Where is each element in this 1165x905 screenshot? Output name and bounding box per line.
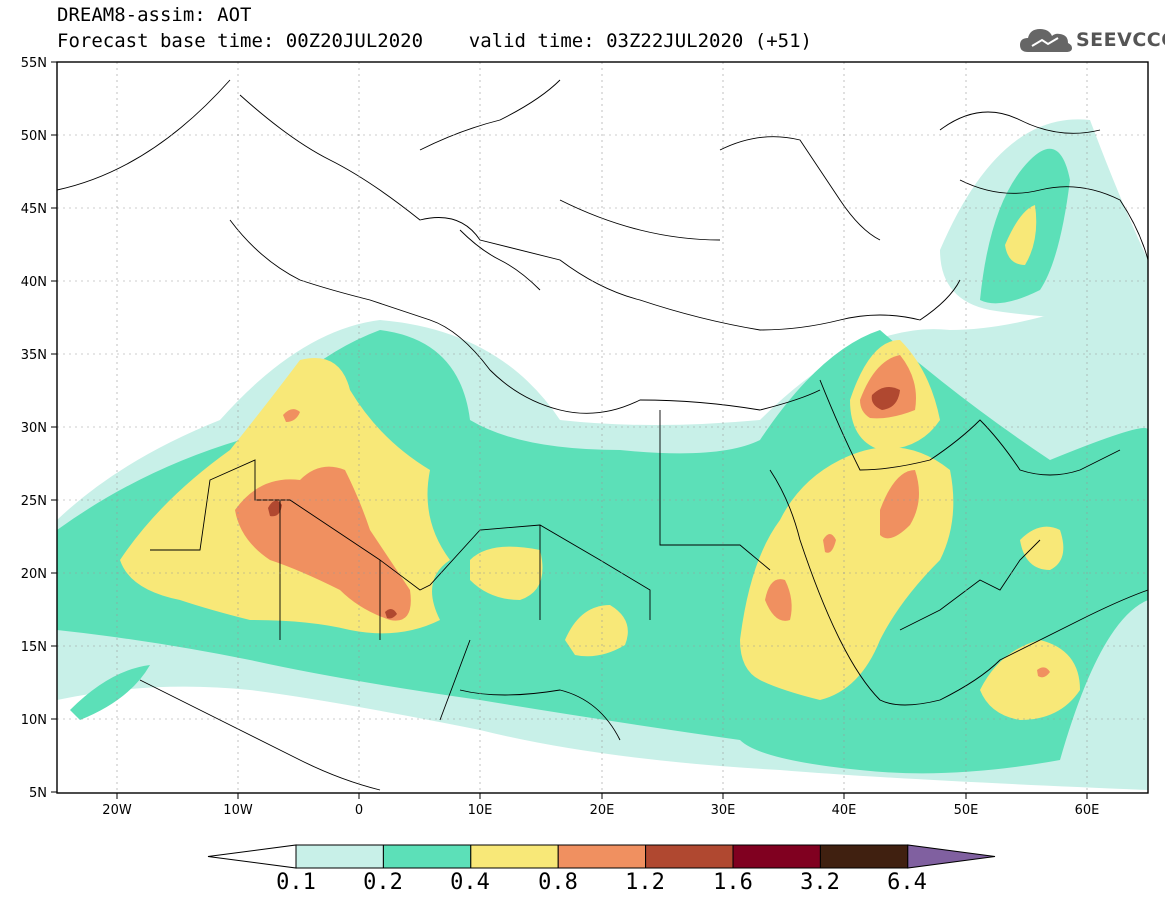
aot-contour-0.8-small-2 — [823, 534, 836, 553]
aot-contour-0.8-sudan — [765, 579, 792, 621]
colorbar-label-0.8: 0.8 — [538, 870, 578, 895]
country-borders — [57, 79, 1148, 791]
lon-label-0: 0 — [355, 803, 363, 818]
aot-contour-0.8-small-1 — [283, 409, 300, 422]
lon-ticks — [116, 793, 1088, 799]
colorbar-label-1.2: 1.2 — [625, 870, 665, 895]
lat-label-35n: 35N — [21, 348, 47, 363]
lat-label-50n: 50N — [21, 129, 47, 144]
aot-contour-0.4-sudan-w — [565, 605, 628, 657]
lat-ticks — [51, 61, 57, 793]
colorbar-label-3.2: 3.2 — [800, 870, 840, 895]
lon-label-60e: 60E — [1075, 803, 1100, 818]
seevccc-logo: SEEVCCC — [1018, 24, 1165, 56]
aot-contour-0.8-arabia — [880, 470, 919, 539]
lat-label-30n: 30N — [21, 421, 47, 436]
colorbar-label-0.4: 0.4 — [450, 870, 490, 895]
lat-label-5n: 5N — [29, 786, 47, 801]
aot-contour-0.4-chad — [470, 546, 543, 600]
lat-label-55n: 55N — [21, 56, 47, 71]
lon-label-40e: 40E — [832, 803, 857, 818]
cloud-icon — [1020, 29, 1072, 52]
lon-label-50e: 50E — [954, 803, 979, 818]
lon-label-20w: 20W — [102, 803, 132, 818]
lon-label-10e: 10E — [468, 803, 493, 818]
graticule — [57, 62, 1148, 793]
lat-label-10n: 10N — [21, 713, 47, 728]
lon-label-20e: 20E — [590, 803, 615, 818]
aot-contour-0.4-arabian-sea — [980, 640, 1080, 720]
aot-field — [57, 119, 1148, 790]
title-line-1: DREAM8-assim: AOT — [57, 4, 252, 26]
aot-contour-1.2-iraq — [871, 386, 900, 410]
colorbar-label-0.2: 0.2 — [363, 870, 403, 895]
title-line-2: Forecast base time: 00Z20JUL2020 valid t… — [57, 30, 812, 52]
aot-map: 55N 50N 45N 40N 35N 30N 25N 20N 15N 10N … — [21, 56, 1149, 818]
logo-text: SEEVCCC — [1076, 29, 1165, 51]
colorbar-label-1.6: 1.6 — [713, 870, 753, 895]
aot-contour-0.2-w — [70, 665, 150, 720]
colorbar-label-6.4: 6.4 — [887, 870, 927, 895]
lat-label-20n: 20N — [21, 567, 47, 582]
aot-contour-0.4-caspian — [1005, 205, 1037, 265]
lat-label-25n: 25N — [21, 494, 47, 509]
aot-contour-0.8-small-3 — [1037, 667, 1050, 678]
lon-label-30e: 30E — [711, 803, 736, 818]
aot-contour-1.2-mali — [385, 608, 397, 619]
aot-contour-1.2-sahara — [268, 500, 282, 517]
aot-contour-0.4-oman — [1020, 526, 1064, 570]
colorbar-label-0.1: 0.1 — [276, 870, 316, 895]
lat-label-45n: 45N — [21, 202, 47, 217]
lon-label-10w: 10W — [223, 803, 253, 818]
lat-label-15n: 15N — [21, 640, 47, 655]
lat-label-40n: 40N — [21, 275, 47, 290]
